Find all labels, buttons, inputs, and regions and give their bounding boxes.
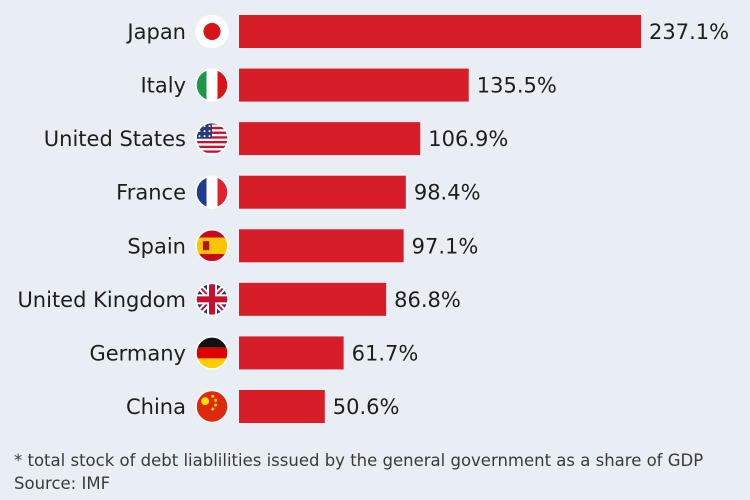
value-label: 97.1% (412, 234, 479, 258)
bar (239, 68, 469, 102)
france-flag-icon (195, 175, 229, 209)
category-label: Japan (125, 20, 186, 44)
value-label: 50.6% (333, 395, 400, 419)
category-label: Italy (140, 74, 186, 98)
category-label: Spain (127, 234, 186, 258)
germany-flag-icon (195, 336, 229, 370)
bar-row: Japan 237.1% (125, 14, 729, 49)
category-label: China (126, 395, 186, 419)
china-flag-icon (195, 389, 229, 424)
value-label: 106.9% (428, 127, 508, 151)
chart-svg: Japan 237.1% Italy 135.5% United States 106.9… (17, 14, 729, 424)
category-label: United Kingdom (17, 288, 186, 312)
value-label: 86.8% (394, 288, 461, 312)
spain-flag-icon (195, 229, 229, 263)
footnote: * total stock of debt liablilities issue… (14, 451, 704, 470)
category-label: Germany (89, 341, 186, 365)
value-label: 98.4% (414, 181, 481, 205)
italy-flag-icon (195, 68, 229, 102)
united-states-flag-icon (195, 121, 229, 156)
bar (239, 175, 406, 209)
united-kingdom-flag-icon (195, 282, 229, 317)
bar-row: Italy 135.5% (140, 68, 557, 102)
bar (239, 15, 641, 48)
bar (239, 282, 387, 316)
bar-row: France 98.4% (116, 175, 481, 209)
category-label: United States (44, 127, 186, 151)
bar (239, 389, 325, 423)
bar-chart: Japan 237.1% Italy 135.5% United States 106.9… (17, 14, 729, 424)
value-label: 135.5% (477, 74, 557, 98)
category-label: France (116, 181, 186, 205)
bar-row: Spain 97.1% (127, 229, 479, 263)
bar-row: China 50.6% (126, 389, 400, 424)
japan-flag-icon (195, 14, 229, 49)
bar-row: Germany 61.7% (89, 336, 418, 370)
bar (239, 229, 404, 263)
source-note: Source: IMF (14, 474, 111, 493)
bar-row: United Kingdom 86.8% (17, 282, 461, 317)
bar-row: United States 106.9% (44, 121, 508, 156)
value-label: 61.7% (352, 341, 419, 365)
bar (239, 336, 344, 370)
bar (239, 122, 421, 156)
value-label: 237.1% (649, 20, 729, 44)
